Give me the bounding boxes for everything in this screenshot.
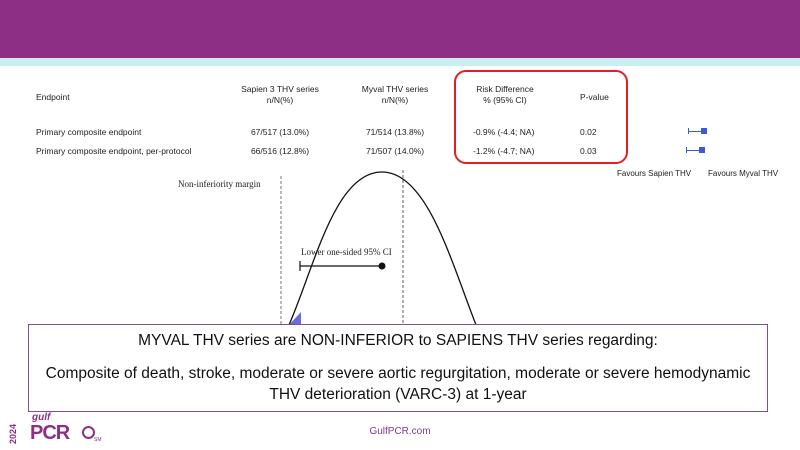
margin-label: Non-inferiority margin: [178, 179, 261, 189]
row-1-pvalue: 0.02: [580, 127, 597, 137]
forest-ci-row-2: [686, 147, 705, 153]
header-myval: Myval THV series n/N(%): [361, 84, 429, 105]
row-2-risk: -1.2% (-4.7; NA): [473, 146, 535, 156]
row-2-pvalue: 0.03: [580, 146, 597, 156]
distribution-curve: [288, 171, 479, 331]
risk-difference-highlight: [454, 70, 628, 164]
row-1-endpoint: Primary composite endpoint: [36, 127, 142, 137]
row-2-myval: 71/507 (14.0%): [365, 146, 425, 156]
conclusion-line-2: Composite of death, stroke, moderate or …: [45, 365, 751, 403]
row-1-myval: 71/514 (13.8%): [365, 127, 425, 137]
header-accent-stripe: [0, 58, 800, 66]
favours-sapien-label: Favours Sapien THV: [617, 169, 692, 178]
forest-point-row-2: [699, 147, 705, 153]
row-2-sapien: 66/516 (12.8%): [250, 146, 310, 156]
shaded-tail: [287, 312, 301, 327]
row-1-sapien: 67/517 (13.0%): [250, 127, 310, 137]
header-band: [0, 0, 800, 58]
ci-point-estimate: [378, 262, 386, 270]
forest-point-row-1: [701, 128, 707, 134]
header-sapien: Sapien 3 THV series n/N(%): [241, 84, 319, 105]
row-1-risk: -0.9% (-4.4; NA): [473, 127, 535, 137]
footer-site-link[interactable]: GulfPCR.com: [369, 426, 431, 437]
header-endpoint: Endpoint: [36, 92, 70, 102]
row-2-endpoint: Primary composite endpoint, per-protocol: [36, 146, 192, 156]
gulfpcr-logo: 2024 gulf PCR SM: [8, 412, 102, 444]
header-risk-difference: Risk Difference % (95% CI): [476, 84, 534, 105]
conclusion-line-1: MYVAL THV series are NON-INFERIOR to SAP…: [138, 332, 658, 349]
conclusion-callout: MYVAL THV series are NON-INFERIOR to SAP…: [28, 324, 768, 412]
ci-label: Lower one-sided 95% CI: [301, 247, 392, 257]
header-pvalue: P-value: [580, 92, 609, 102]
forest-ci-row-1: [688, 128, 707, 134]
favours-myval-label: Favours Myval THV: [708, 169, 779, 178]
